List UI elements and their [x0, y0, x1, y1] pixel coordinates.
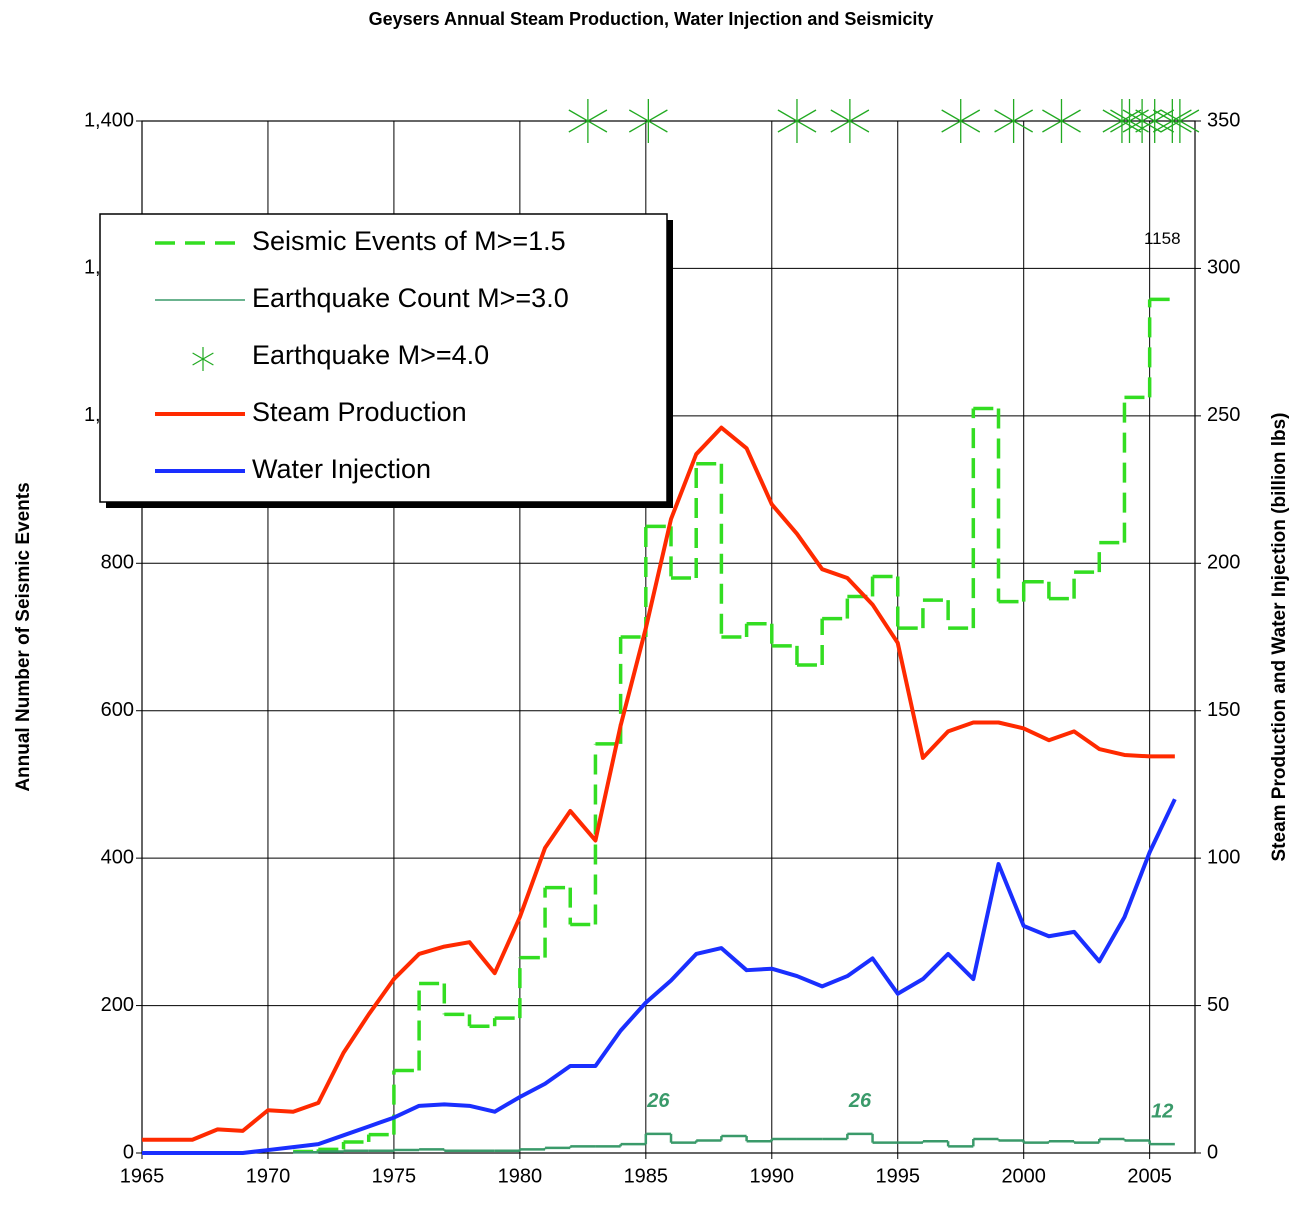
marker-stroke — [1042, 109, 1081, 133]
plot-frame — [141, 120, 1196, 1154]
data-label: 26 — [646, 1090, 670, 1112]
x-tick-label: 1965 — [120, 1165, 165, 1187]
y2-tick-label: 200 — [1207, 552, 1240, 574]
y2-tick-label: 100 — [1207, 846, 1240, 868]
x-tick-label: 1980 — [498, 1165, 543, 1187]
asterisk-marker — [941, 99, 981, 143]
asterisk-marker — [830, 99, 870, 143]
asterisk-marker — [994, 99, 1033, 143]
asterisk-marker — [628, 99, 668, 143]
marker-stroke — [568, 109, 608, 133]
y-tick-label: 800 — [101, 552, 134, 574]
marker-stroke — [941, 109, 981, 133]
asterisk-marker — [1042, 99, 1081, 143]
y-tick-label: 0 — [123, 1141, 134, 1163]
marker-stroke — [830, 109, 870, 133]
y2-tick-label: 350 — [1207, 109, 1240, 131]
data-label: 1158 — [1144, 229, 1181, 248]
step-series — [293, 1132, 1175, 1154]
y2-tick-label: 50 — [1207, 994, 1229, 1016]
y-tick-label: 200 — [101, 994, 134, 1016]
data-label: 26 — [848, 1090, 872, 1112]
x-tick-label: 1975 — [372, 1165, 417, 1187]
marker-stroke — [777, 109, 817, 133]
y2-tick-label: 150 — [1207, 699, 1240, 721]
legend-label: Earthquake M>=4.0 — [252, 340, 489, 370]
legend-label: Steam Production — [252, 397, 467, 427]
x-tick-label: 2000 — [1001, 1165, 1046, 1187]
x-tick-label: 1970 — [246, 1165, 291, 1187]
legend-label: Water Injection — [252, 454, 431, 484]
line-series — [142, 798, 1177, 1155]
marker-stroke — [192, 352, 214, 366]
y-axis-label: Annual Number of Seismic Events — [13, 482, 34, 791]
asterisk-marker — [1160, 99, 1200, 143]
marker-stroke — [994, 109, 1033, 133]
x-tick-label: 1990 — [750, 1165, 795, 1187]
marker-stroke — [1152, 109, 1192, 133]
legend-label: Seismic Events of M>=1.5 — [252, 226, 566, 256]
legend-symbol — [192, 347, 214, 371]
marker-stroke — [1160, 109, 1200, 133]
legend-box — [99, 213, 668, 503]
marker-stroke — [628, 109, 668, 133]
x-tick-label: 1985 — [624, 1165, 669, 1187]
x-tick-label: 1995 — [875, 1165, 920, 1187]
asterisk-marker — [1102, 99, 1142, 143]
chart-title: Geysers Annual Steam Production, Water I… — [369, 9, 934, 29]
y-tick-label: 600 — [101, 699, 134, 721]
y-tick-label: 400 — [101, 846, 134, 868]
legend: Seismic Events of M>=1.5 Earthquake Count… — [99, 213, 673, 508]
y2-tick-label: 0 — [1207, 1141, 1218, 1163]
asterisk-marker — [568, 99, 608, 143]
data-label: 12 — [1151, 1100, 1173, 1122]
asterisk-marker — [777, 99, 817, 143]
y-tick-label: 1,400 — [84, 109, 134, 131]
y2-axis-label: Steam Production and Water Injection (bi… — [1269, 413, 1290, 862]
y2-tick-label: 250 — [1207, 404, 1240, 426]
asterisk-marker — [1152, 99, 1192, 143]
y2-tick-label: 300 — [1207, 257, 1240, 279]
x-tick-label: 2005 — [1127, 1165, 1172, 1187]
line-series — [142, 425, 1175, 1142]
marker-stroke — [1102, 109, 1142, 133]
legend-label: Earthquake Count M>=3.0 — [252, 283, 569, 313]
